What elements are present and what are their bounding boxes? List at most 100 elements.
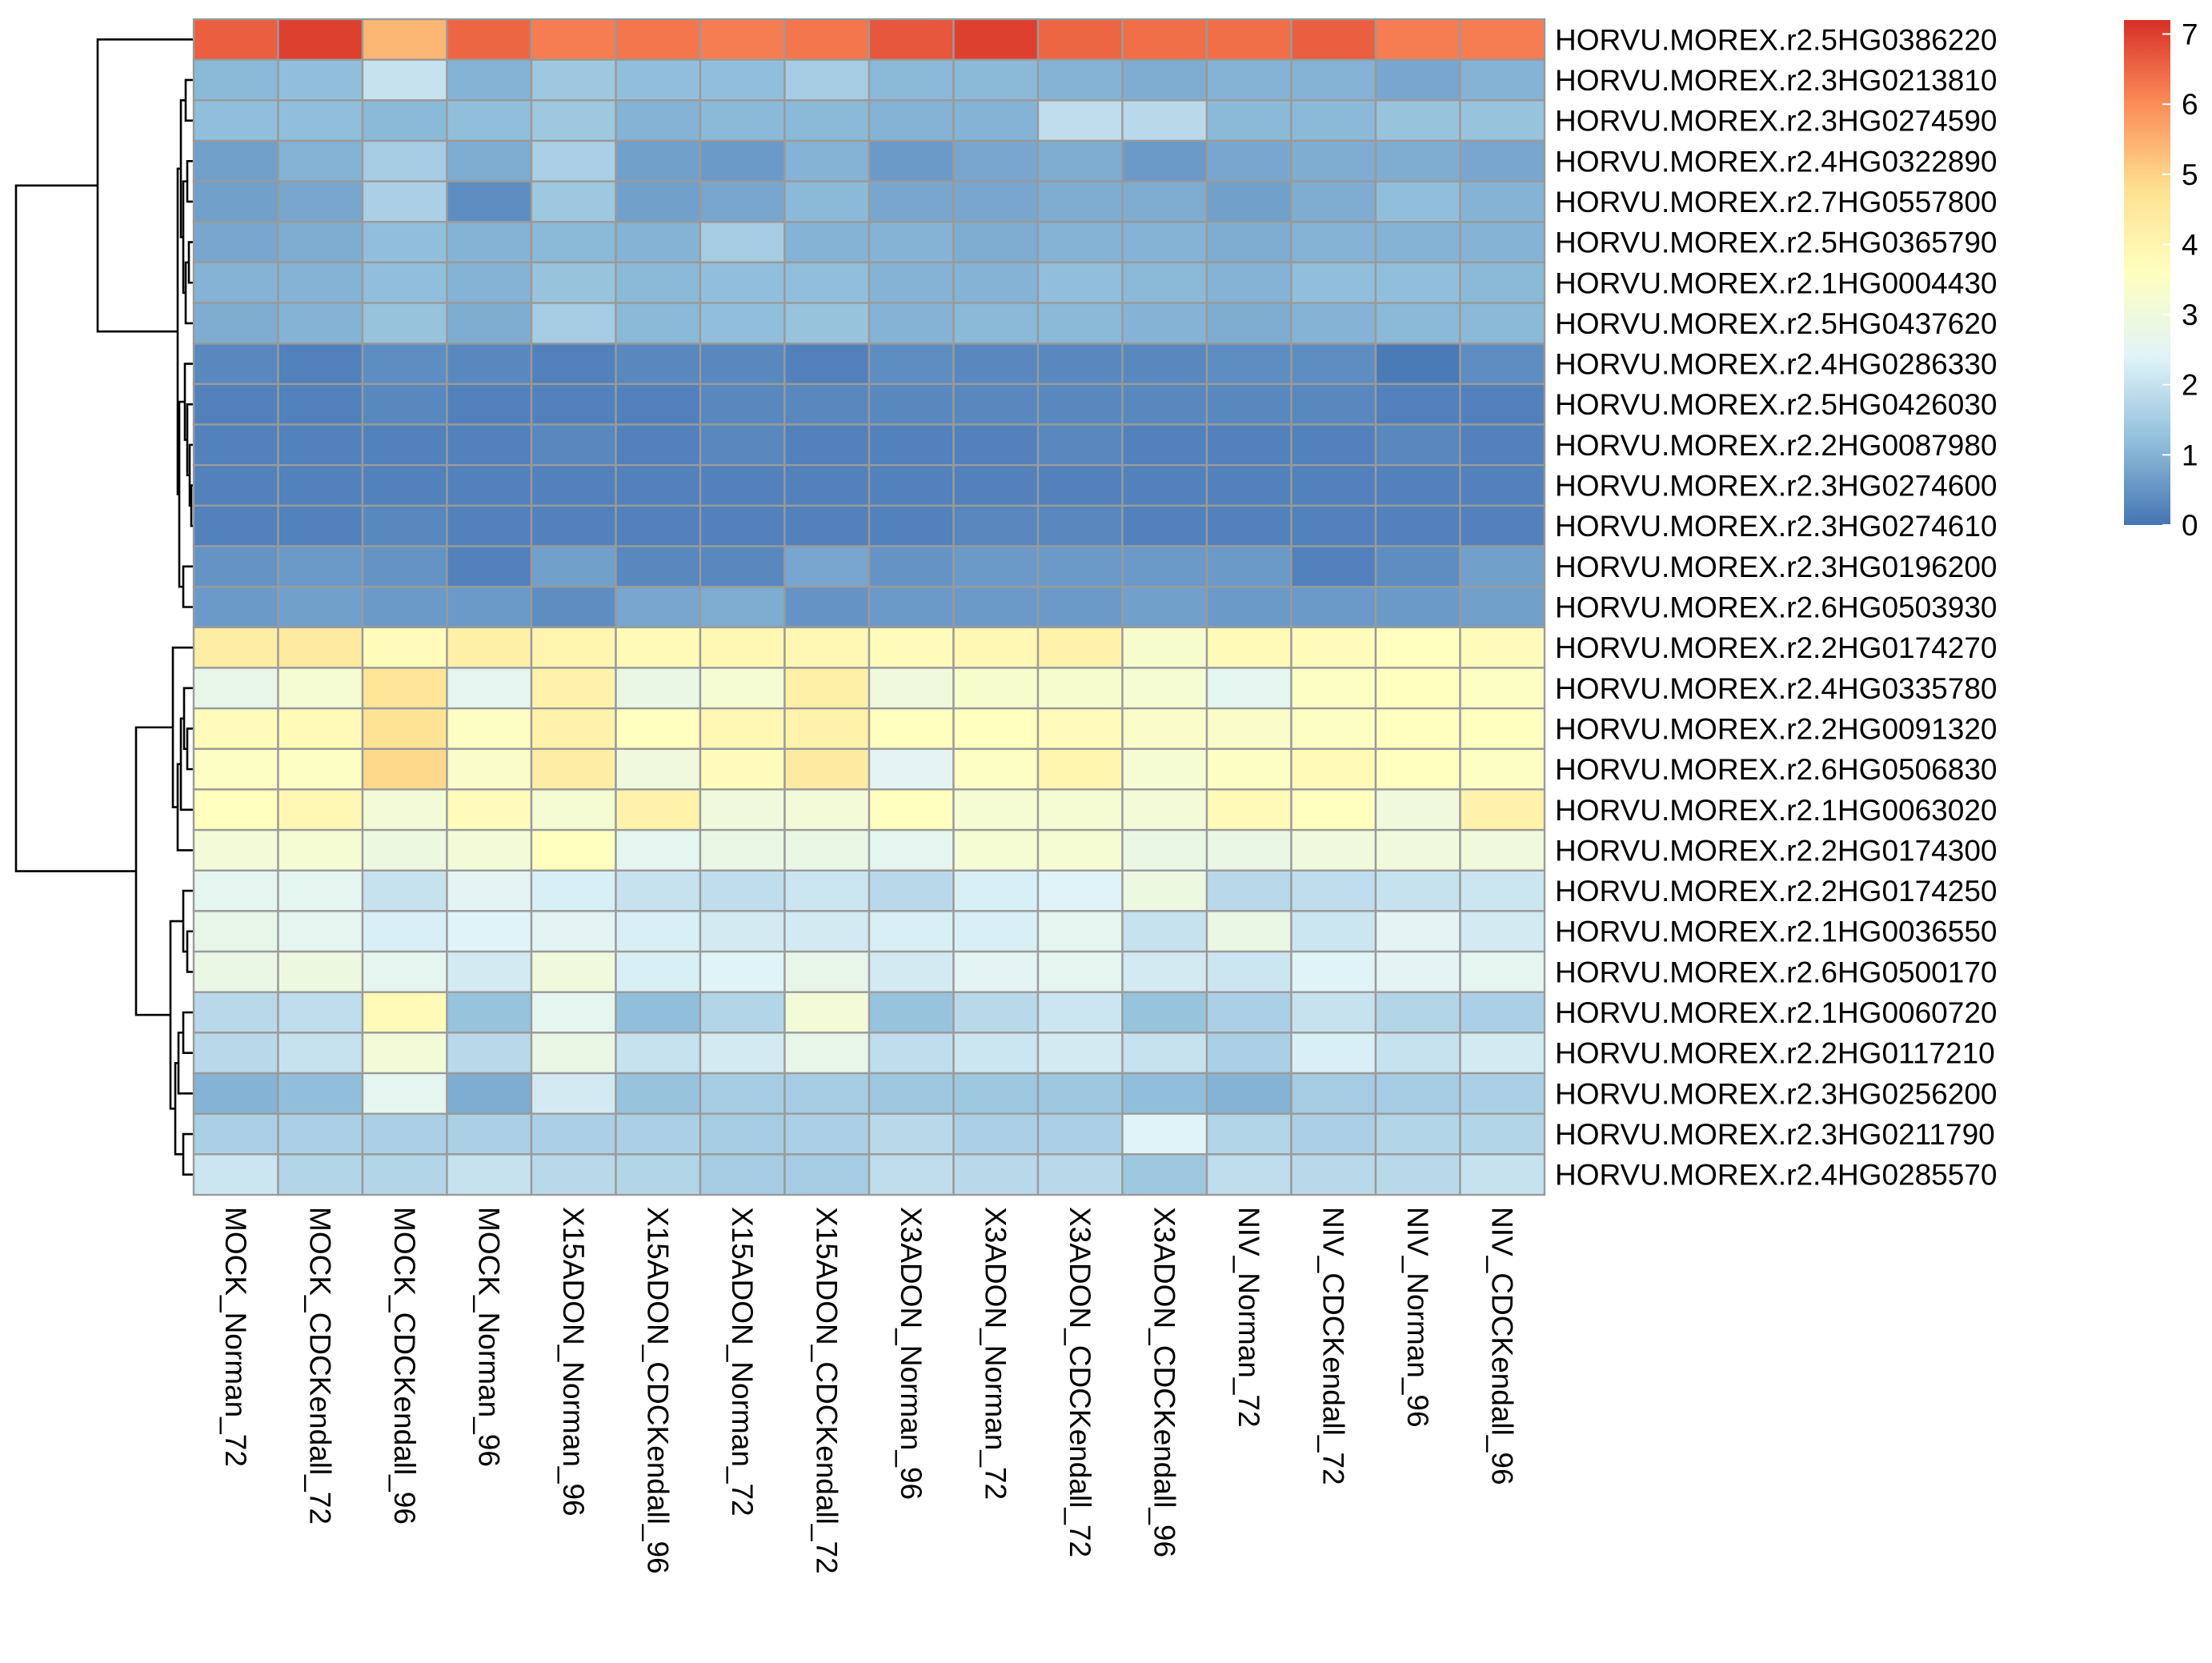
heatmap-cell	[615, 869, 702, 912]
heatmap-cell	[1036, 464, 1124, 507]
heatmap-cell	[699, 139, 786, 182]
heatmap-cell	[1121, 1032, 1208, 1075]
heatmap-cell	[1459, 1112, 1546, 1156]
heatmap-cell	[1036, 423, 1124, 467]
heatmap-cell	[699, 747, 786, 791]
heatmap-cell	[1374, 504, 1461, 547]
heatmap-cell	[1036, 1112, 1124, 1156]
heatmap-cell	[1290, 626, 1377, 669]
heatmap-cell	[868, 788, 955, 832]
heatmap-cell	[952, 828, 1040, 872]
heatmap-cell	[446, 869, 533, 912]
heatmap-cell	[615, 910, 702, 953]
heatmap-cell	[615, 950, 702, 993]
heatmap-cell	[615, 302, 702, 345]
heatmap-cell	[783, 423, 871, 467]
heatmap-cell	[952, 1072, 1040, 1115]
heatmap-cell	[1459, 626, 1546, 669]
heatmap-cell	[699, 504, 786, 547]
heatmap-cell	[446, 302, 533, 345]
heatmap-cell	[1459, 261, 1546, 304]
row-label: HORVU.MOREX.r2.5HG0426030	[1555, 388, 1998, 421]
heatmap-cell	[361, 991, 448, 1034]
heatmap-cell	[868, 302, 955, 345]
heatmap-cell	[1205, 1153, 1292, 1196]
column-label: X3ADON_Norman_72	[979, 1207, 1012, 1500]
heatmap-cell	[783, 139, 871, 182]
heatmap-cell	[530, 747, 617, 791]
heatmap-cell	[277, 667, 364, 710]
row-dendrogram	[14, 38, 194, 1176]
dendrogram-branch	[183, 363, 194, 441]
heatmap-cell	[192, 626, 279, 669]
heatmap-cell	[783, 707, 871, 751]
row-label: HORVU.MOREX.r2.2HG0174270	[1555, 631, 1998, 664]
heatmap-cell	[1374, 950, 1461, 993]
heatmap-cell	[868, 221, 955, 264]
dendrogram-branch	[182, 687, 194, 751]
heatmap-cell	[1205, 1032, 1292, 1075]
heatmap-cell	[1205, 302, 1292, 345]
heatmap-cell	[530, 464, 617, 507]
heatmap-cell	[361, 221, 448, 264]
column-label: X3ADON_Norman_96	[895, 1207, 928, 1500]
heatmap-cell	[868, 18, 955, 61]
heatmap-cell	[783, 828, 871, 872]
heatmap-cell	[530, 707, 617, 751]
heatmap-cell	[699, 464, 786, 507]
heatmap-cell	[699, 18, 786, 61]
heatmap-cell	[1121, 585, 1208, 629]
heatmap-cell	[1290, 302, 1377, 345]
heatmap-cell	[1205, 343, 1292, 386]
heatmap-cell	[1205, 707, 1292, 751]
column-labels: MOCK_Norman_72 MOCK_CDCKendall_72 MOCK_CDC…	[219, 1207, 1519, 1574]
heatmap-cell	[192, 869, 279, 912]
heatmap-cell	[1374, 343, 1461, 386]
heatmap-cell	[277, 343, 364, 386]
heatmap-cell	[868, 828, 955, 872]
heatmap-cell	[1036, 910, 1124, 953]
heatmap-cell	[1459, 950, 1546, 993]
heatmap-cell	[699, 585, 786, 629]
heatmap-cell	[1290, 18, 1377, 61]
legend-ticks: 0 1 2 3 4 5 6 7	[2162, 18, 2198, 542]
heatmap-cell	[1121, 464, 1208, 507]
heatmap-cell	[530, 18, 617, 61]
legend-color-bar	[2124, 20, 2170, 525]
heatmap-cell	[1205, 545, 1292, 588]
heatmap-cell	[1036, 261, 1124, 304]
heatmap-cell	[192, 18, 279, 61]
heatmap-cell	[615, 18, 702, 61]
color-legend: 0 1 2 3 4 5 6 7	[2124, 18, 2198, 542]
heatmap-cell	[1205, 950, 1292, 993]
heatmap-cell	[446, 504, 533, 547]
heatmap-cell	[277, 869, 364, 912]
heatmap-cell	[615, 343, 702, 386]
column-label: X15ADON_CDCKendall_72	[810, 1207, 843, 1574]
heatmap-cell	[783, 261, 871, 304]
heatmap-cell	[277, 1112, 364, 1156]
heatmap-cell	[868, 1032, 955, 1075]
heatmap-cell	[1290, 221, 1377, 264]
heatmap-cell	[1459, 788, 1546, 832]
heatmap-cell	[952, 707, 1040, 751]
heatmap-cell	[1036, 139, 1124, 182]
heatmap-cell	[361, 423, 448, 467]
heatmap-cell	[1036, 707, 1124, 751]
row-label: HORVU.MOREX.r2.3HG0211790	[1555, 1118, 1995, 1151]
heatmap-cell	[530, 1112, 617, 1156]
legend-tick-label: 1	[2182, 439, 2198, 471]
heatmap-cell	[1290, 747, 1377, 791]
heatmap-cell	[615, 180, 702, 223]
heatmap-cell	[530, 302, 617, 345]
column-label: X15ADON_Norman_72	[726, 1207, 759, 1517]
row-label: HORVU.MOREX.r2.5HG0386220	[1555, 23, 1998, 56]
heatmap-cell	[192, 950, 279, 993]
heatmap-cell	[952, 139, 1040, 182]
heatmap-cell	[361, 1112, 448, 1156]
heatmap-cell	[361, 1072, 448, 1115]
heatmap-cell	[868, 58, 955, 102]
heatmap-cell	[1121, 504, 1208, 547]
heatmap-cell	[868, 383, 955, 426]
